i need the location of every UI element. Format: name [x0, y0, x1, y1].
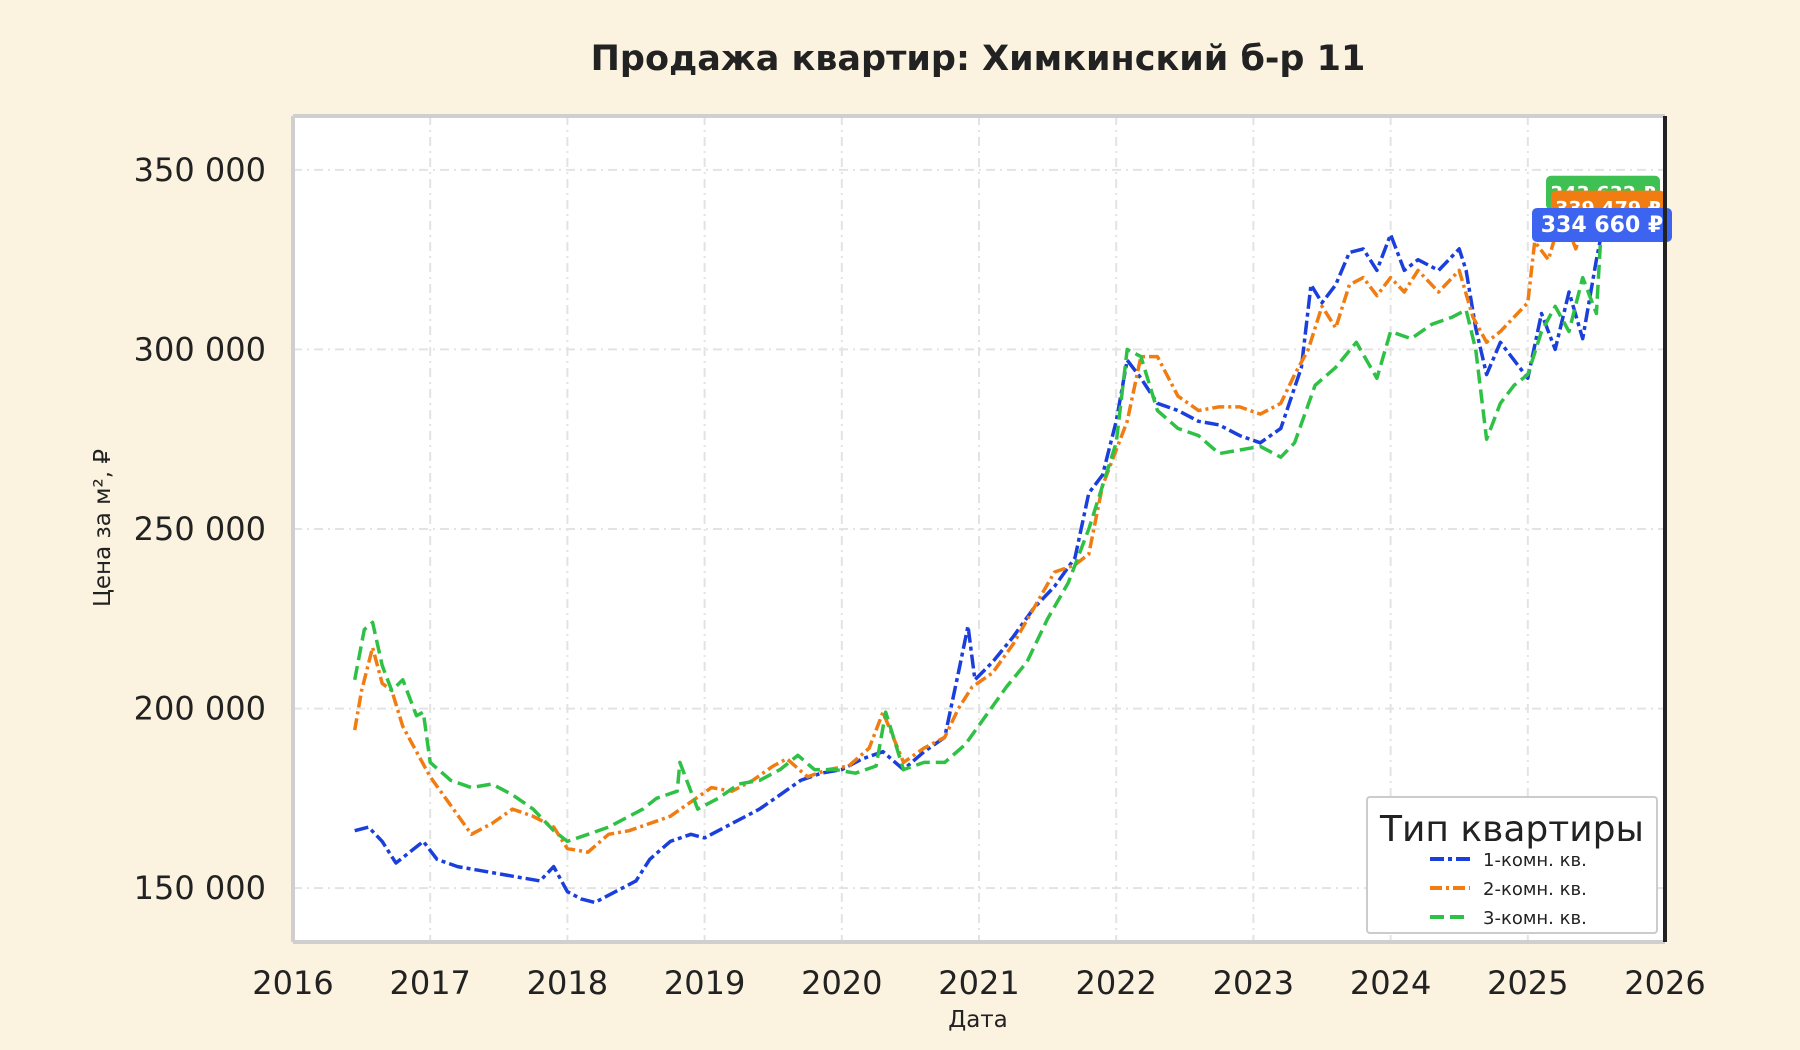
x-tick-label: 2019 — [664, 964, 745, 1002]
x-tick-label: 2022 — [1075, 964, 1156, 1002]
end-value-badge — [1532, 207, 1672, 242]
y-axis-label: Цена за м², ₽ — [90, 449, 116, 607]
x-axis-label: Дата — [948, 1007, 1008, 1033]
legend-box — [1366, 796, 1658, 934]
y-tick-label: 150 000 — [134, 869, 266, 907]
legend-entry-3: 3-комн. кв. — [1483, 908, 1587, 929]
x-tick-label: 2026 — [1624, 964, 1705, 1002]
x-tick-label: 2025 — [1487, 964, 1568, 1002]
legend-title: Тип квартиры — [1379, 809, 1644, 850]
x-tick-label: 2024 — [1350, 964, 1431, 1002]
chart-title: Продажа квартир: Химкинский б-р 11 — [591, 39, 1366, 79]
x-tick-label: 2018 — [527, 964, 608, 1002]
end-value-label: 334 660 ₽ — [1541, 213, 1663, 238]
x-tick-label: 2017 — [389, 964, 470, 1002]
x-tick-label: 2020 — [801, 964, 882, 1002]
x-tick-label: 2023 — [1213, 964, 1294, 1002]
series-line-3 — [352, 192, 1606, 844]
y-tick-label: 300 000 — [134, 330, 266, 368]
x-tick-label: 2016 — [252, 964, 333, 1002]
x-tick-label: 2021 — [938, 964, 1019, 1002]
y-tick-label: 250 000 — [134, 510, 266, 548]
series-line-1 — [354, 224, 1606, 905]
legend-entry-1: 1-комн. кв. — [1483, 850, 1587, 871]
y-tick-label: 200 000 — [134, 690, 266, 728]
legend-entry-2: 2-комн. кв. — [1483, 879, 1587, 900]
y-tick-label: 350 000 — [134, 151, 266, 189]
